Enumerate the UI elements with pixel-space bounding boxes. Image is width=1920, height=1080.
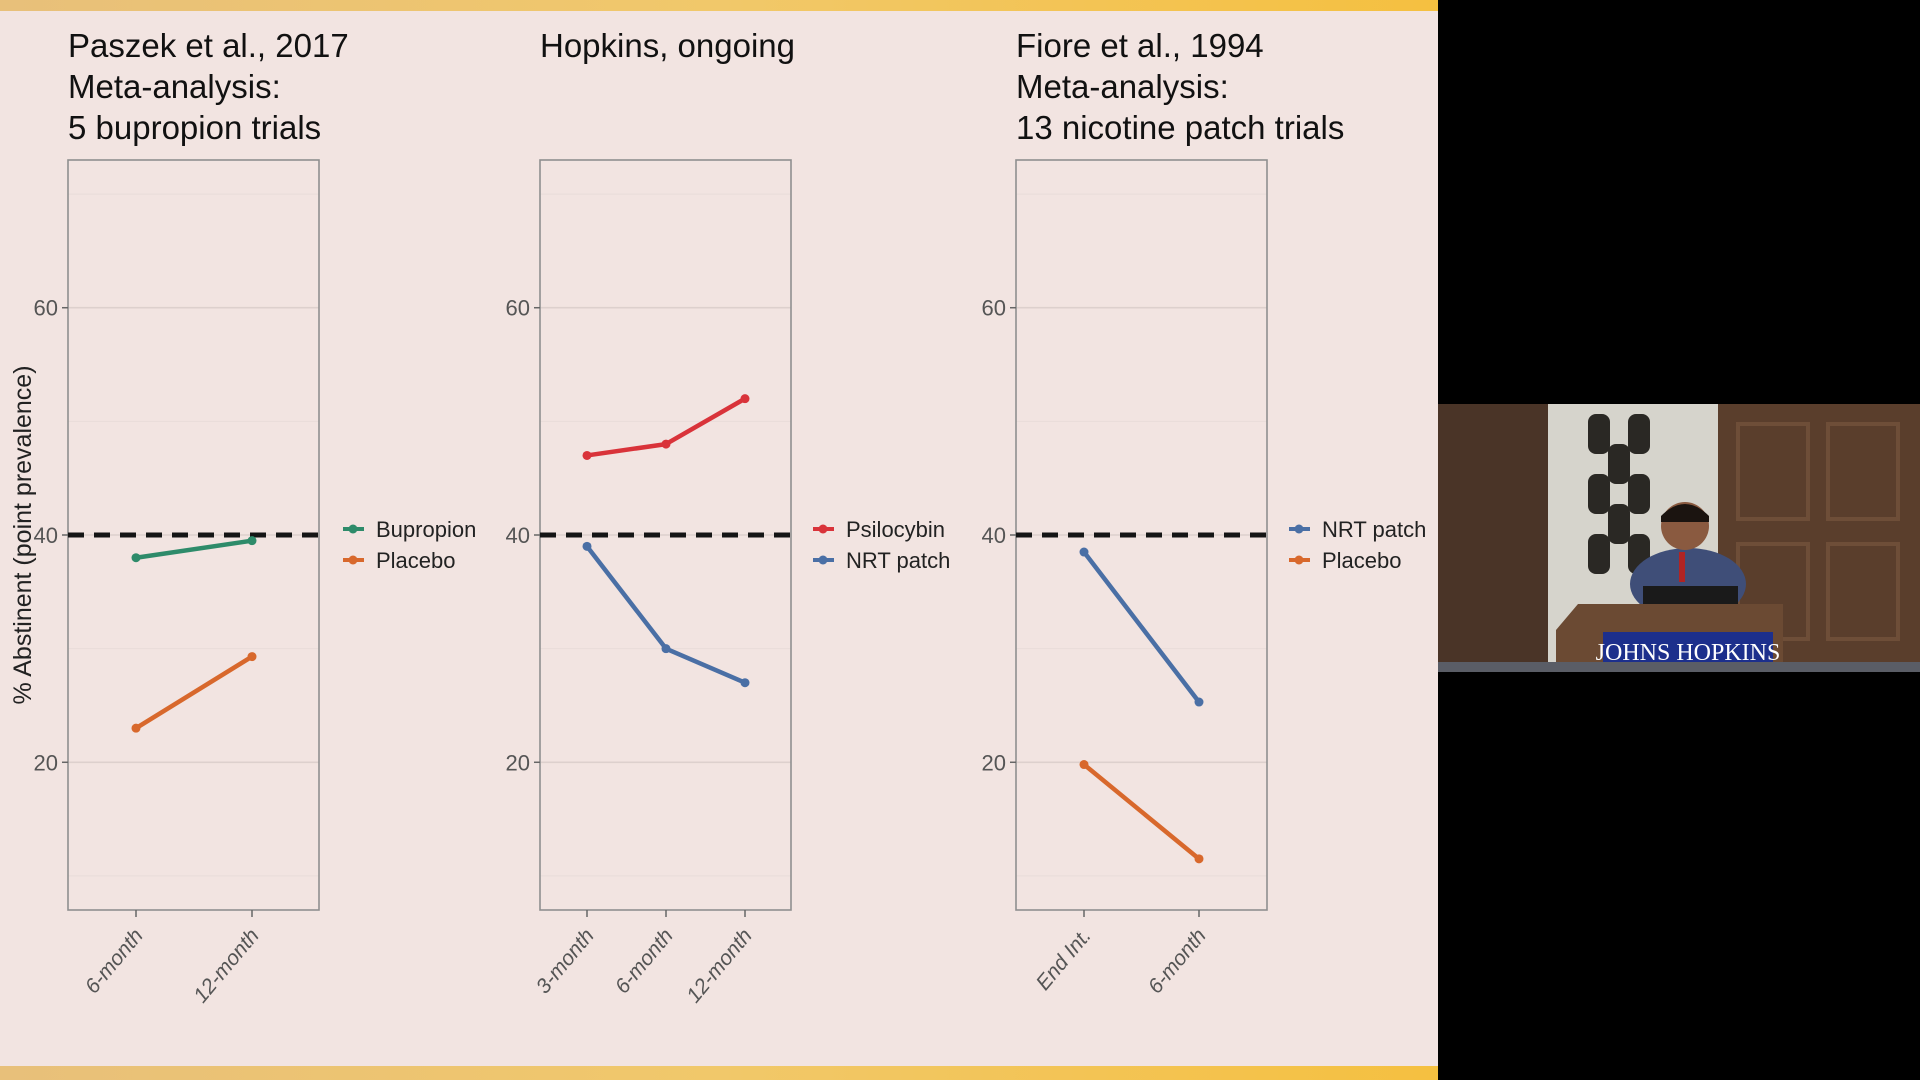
chart-1-title-line-2: Meta-analysis:	[68, 68, 281, 105]
chart-2-ytick-label-40: 40	[506, 523, 530, 548]
chart-3-legend-label-1: NRT patch	[1322, 517, 1426, 542]
chart-3-ytick-label-40: 40	[982, 523, 1006, 548]
podium-text: JOHNS HOPKINS	[1596, 640, 1781, 666]
chart-2-series-2-point-1	[582, 541, 592, 551]
chart-3-xtick-label-2: 6-month	[1144, 924, 1211, 998]
chart-1-series-line-2	[133, 654, 255, 731]
chart-1-series-2-point-2	[247, 652, 257, 662]
chart-1-series-1-point-1	[131, 553, 141, 563]
slide-bottom-bar	[0, 1066, 1438, 1080]
chart-3-series-1-point-2	[1194, 697, 1204, 707]
chart-3-ytick-label-20: 20	[982, 750, 1006, 775]
chart-1-title-line-1: Paszek et al., 2017	[68, 27, 349, 64]
slide: % Abstinent (point prevalence) Paszek et …	[0, 0, 1438, 1080]
chart-2-xtick-label-2: 6-month	[611, 924, 678, 998]
chart-2-series-2-point-2	[661, 644, 671, 654]
chart-1-xtick-label-2: 12-month	[189, 924, 264, 1007]
chart-1-series-1-point-2	[247, 536, 257, 546]
chart-1-legend-label-1: Bupropion	[376, 517, 476, 542]
chart-2-legend-label-1: Psilocybin	[846, 517, 945, 542]
chart-3-series-2-point-2	[1194, 854, 1204, 864]
chart-1-series-2-point-1	[131, 723, 141, 733]
chart-2-title-line-1: Hopkins, ongoing	[540, 27, 795, 64]
chart-2-legend-key-dot-1	[818, 524, 828, 534]
chart-3-title-line-1: Fiore et al., 1994	[1016, 27, 1264, 64]
chart-3-legend-key-dot-1	[1294, 524, 1304, 534]
chart-3-title-line-3: 13 nicotine patch trials	[1016, 109, 1344, 146]
chart-3-xtick-label-1: End Int.	[1032, 924, 1096, 994]
chart-2-xtick-label-3: 12-month	[682, 924, 757, 1007]
slide-top-bar	[0, 0, 1438, 11]
chart-1-ytick-label-20: 20	[34, 750, 58, 775]
chart-2-ytick-label-20: 20	[506, 750, 530, 775]
chart-3-series-line-2	[1081, 762, 1202, 862]
chart-2-series-1-point-2	[661, 439, 671, 449]
chart-1-legend-key-dot-2	[348, 555, 358, 565]
chart-3-series-line-1	[1081, 549, 1202, 705]
chart-1-series-line-1	[133, 538, 255, 560]
chart-3-legend-key-dot-2	[1294, 555, 1304, 565]
chart-2-legend-key-dot-2	[818, 555, 828, 565]
speaker-video: JOHNS HOPKINS	[1438, 404, 1920, 672]
chart-1-legend-key-dot-1	[348, 524, 358, 534]
chart-1-ytick-label-40: 40	[34, 523, 58, 548]
chart-2-ytick-label-60: 60	[506, 296, 530, 321]
chart-1-legend-label-2: Placebo	[376, 548, 456, 573]
chart-3-legend-label-2: Placebo	[1322, 548, 1402, 573]
y-axis-label: % Abstinent (point prevalence)	[9, 365, 37, 704]
chart-3-series-1-point-1	[1079, 547, 1089, 557]
chart-1-title-line-3: 5 bupropion trials	[68, 109, 321, 146]
chart-1-xtick-label-1: 6-month	[81, 924, 148, 998]
chart-2-series-1-point-1	[582, 450, 592, 460]
chart-2-legend-label-2: NRT patch	[846, 548, 950, 573]
chart-2-series-1-point-3	[740, 394, 750, 404]
chart-2-series-line-2	[584, 544, 748, 685]
chart-3-series-2-point-1	[1079, 760, 1089, 770]
chart-1-ytick-label-60: 60	[34, 296, 58, 321]
chart-2-series-2-point-3	[740, 678, 750, 688]
chart-figure: % Abstinent (point prevalence) Paszek et …	[9, 27, 1426, 1007]
chart-2-xtick-label-1: 3-month	[532, 924, 599, 998]
chart-3-title-line-2: Meta-analysis:	[1016, 68, 1229, 105]
speaker-video-frame: JOHNS HOPKINS	[1438, 404, 1920, 672]
chart-3-ytick-label-60: 60	[982, 296, 1006, 321]
